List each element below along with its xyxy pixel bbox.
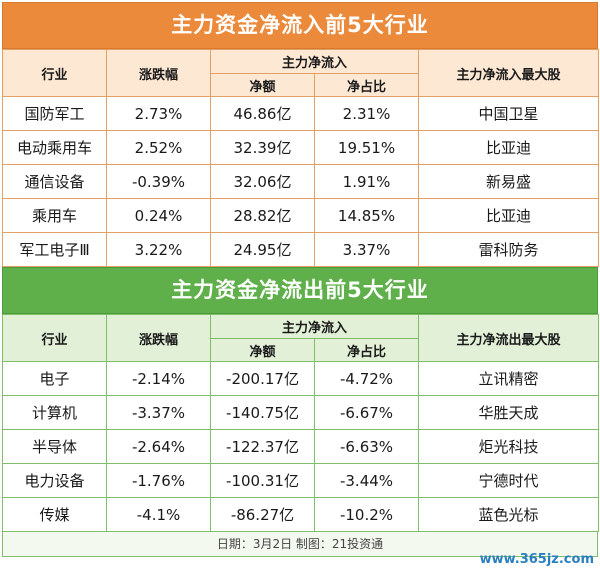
stock-cell: 宁德时代 (418, 463, 600, 498)
site-watermark: www.365jz.com (479, 552, 594, 567)
change-cell: 2.52% (106, 130, 211, 165)
industry-cell: 半导体 (2, 429, 107, 464)
change-cell: 0.24% (106, 198, 211, 233)
header-change: 涨跌幅 (106, 314, 211, 362)
header-top-stock: 主力净流入最大股 (418, 49, 600, 97)
amount-cell: -122.37亿 (210, 429, 315, 464)
industry-cell: 乘用车 (2, 198, 107, 233)
header-net-ratio: 净占比 (313, 338, 420, 362)
industry-cell: 电子 (2, 361, 107, 396)
table-row: 通信设备 -0.39% 32.06亿 1.91% 新易盛 (2, 164, 600, 199)
stock-cell: 比亚迪 (418, 198, 600, 233)
header-industry: 行业 (2, 49, 107, 97)
change-cell: -3.37% (106, 395, 211, 430)
header-top-stock: 主力净流出最大股 (418, 314, 600, 362)
ratio-cell: -6.63% (313, 429, 420, 464)
table-row: 电力设备 -1.76% -100.31亿 -3.44% 宁德时代 (2, 463, 600, 498)
amount-cell: -140.75亿 (210, 395, 315, 430)
industry-cell: 国防军工 (2, 96, 107, 131)
stock-cell: 华胜天成 (418, 395, 600, 430)
table-row: 军工电子Ⅲ 3.22% 24.95亿 3.37% 雷科防务 (2, 232, 600, 267)
amount-cell: 28.82亿 (210, 198, 315, 233)
change-cell: 2.73% (106, 96, 211, 131)
stock-cell: 蓝色光标 (418, 497, 600, 532)
industry-cell: 电力设备 (2, 463, 107, 498)
change-cell: -0.39% (106, 164, 211, 199)
table-row: 电子 -2.14% -200.17亿 -4.72% 立讯精密 (2, 361, 600, 396)
footer-credit: 日期：3月2日 制图：21投资通 (2, 532, 598, 557)
ratio-cell: -3.44% (313, 463, 420, 498)
header-net-flow: 主力净流入 (209, 314, 420, 339)
header-net-flow: 主力净流入 (209, 49, 420, 74)
inflow-table: 行业 涨跌幅 主力净流入 主力净流入最大股 净额 净占比 国防军工 2.73% … (2, 49, 600, 267)
ratio-cell: 19.51% (313, 130, 420, 165)
table-row: 乘用车 0.24% 28.82亿 14.85% 比亚迪 (2, 198, 600, 233)
ratio-cell: -4.72% (313, 361, 420, 396)
change-cell: -1.76% (106, 463, 211, 498)
ratio-cell: 14.85% (313, 198, 420, 233)
header-net-amount: 净额 (210, 73, 315, 97)
ratio-cell: 1.91% (313, 164, 420, 199)
amount-cell: 24.95亿 (210, 232, 315, 267)
header-net-ratio: 净占比 (313, 73, 420, 97)
header-change: 涨跌幅 (106, 49, 211, 97)
amount-cell: 32.39亿 (210, 130, 315, 165)
inflow-title: 主力资金净流入前5大行业 (2, 2, 598, 49)
stock-cell: 新易盛 (418, 164, 600, 199)
ratio-cell: 2.31% (313, 96, 420, 131)
industry-cell: 军工电子Ⅲ (2, 232, 107, 267)
outflow-title: 主力资金净流出前5大行业 (2, 267, 598, 314)
stock-cell: 中国卫星 (418, 96, 600, 131)
amount-cell: -86.27亿 (210, 497, 315, 532)
industry-cell: 传媒 (2, 497, 107, 532)
change-cell: -2.14% (106, 361, 211, 396)
industry-cell: 计算机 (2, 395, 107, 430)
amount-cell: -100.31亿 (210, 463, 315, 498)
change-cell: 3.22% (106, 232, 211, 267)
ratio-cell: 3.37% (313, 232, 420, 267)
outflow-header-row: 行业 涨跌幅 主力净流入 主力净流出最大股 (2, 314, 600, 362)
industry-cell: 电动乘用车 (2, 130, 107, 165)
stock-cell: 比亚迪 (418, 130, 600, 165)
table-row: 计算机 -3.37% -140.75亿 -6.67% 华胜天成 (2, 395, 600, 430)
outflow-table: 行业 涨跌幅 主力净流入 主力净流出最大股 净额 净占比 电子 -2.14% -… (2, 314, 600, 532)
table-row: 半导体 -2.64% -122.37亿 -6.63% 炬光科技 (2, 429, 600, 464)
stock-cell: 炬光科技 (418, 429, 600, 464)
table-row: 电动乘用车 2.52% 32.39亿 19.51% 比亚迪 (2, 130, 600, 165)
stock-cell: 雷科防务 (418, 232, 600, 267)
stock-cell: 立讯精密 (418, 361, 600, 396)
change-cell: -4.1% (106, 497, 211, 532)
amount-cell: 46.86亿 (210, 96, 315, 131)
fund-flow-infographic: 主力资金净流入前5大行业 行业 涨跌幅 主力净流入 主力净流入最大股 净额 净占… (2, 2, 600, 557)
ratio-cell: -10.2% (313, 497, 420, 532)
header-industry: 行业 (2, 314, 107, 362)
industry-cell: 通信设备 (2, 164, 107, 199)
amount-cell: -200.17亿 (210, 361, 315, 396)
inflow-header-row: 行业 涨跌幅 主力净流入 主力净流入最大股 (2, 49, 600, 97)
table-row: 国防军工 2.73% 46.86亿 2.31% 中国卫星 (2, 96, 600, 131)
outflow-subheader-row: 净额 净占比 (3, 338, 599, 362)
ratio-cell: -6.67% (313, 395, 420, 430)
header-net-amount: 净额 (210, 338, 315, 362)
table-row: 传媒 -4.1% -86.27亿 -10.2% 蓝色光标 (2, 497, 600, 532)
change-cell: -2.64% (106, 429, 211, 464)
amount-cell: 32.06亿 (210, 164, 315, 199)
